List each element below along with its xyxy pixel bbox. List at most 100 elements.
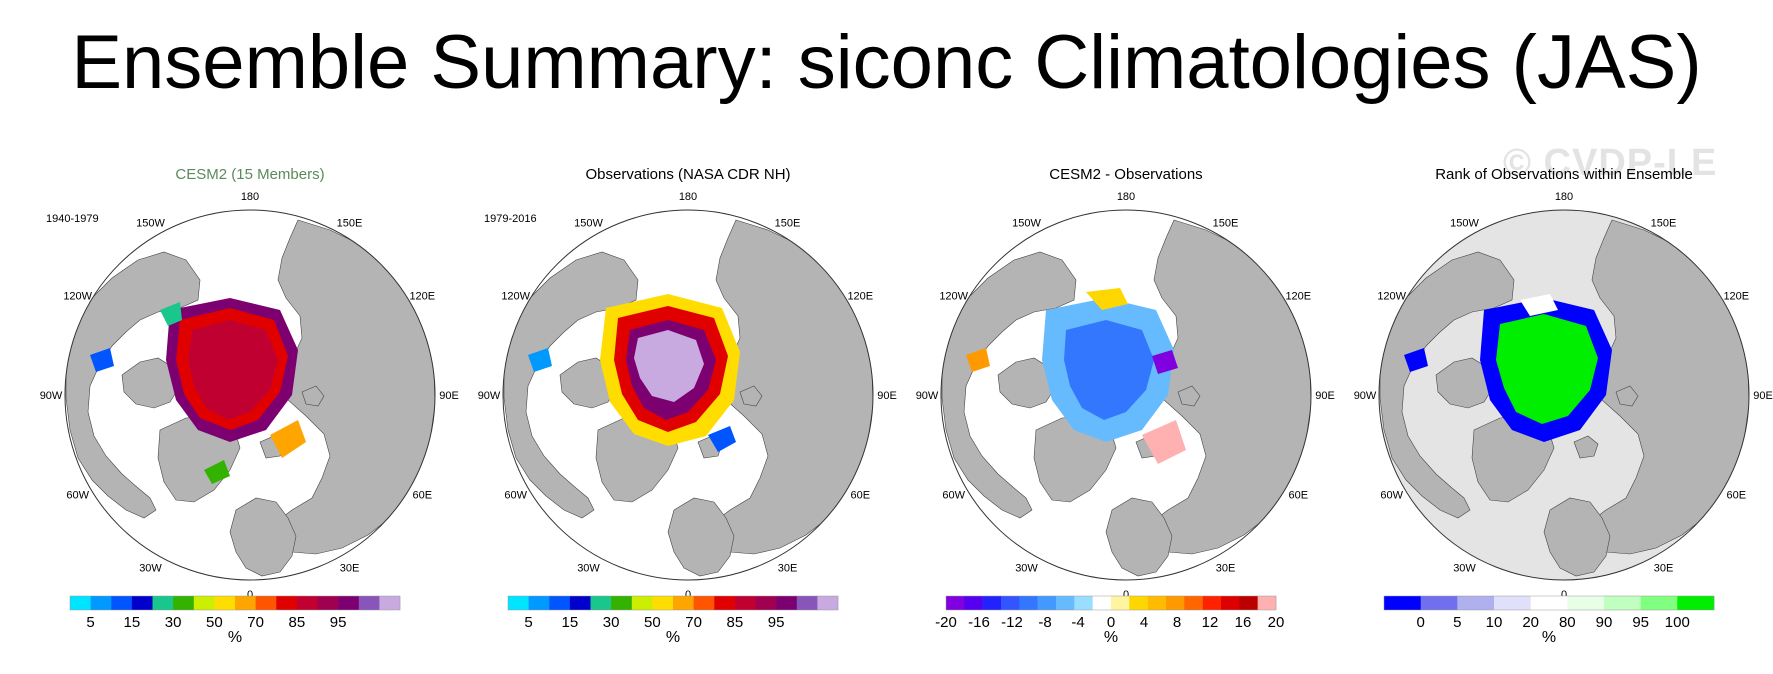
longitude-label: 90W: [40, 390, 63, 402]
sea-ice-field: [528, 294, 740, 452]
colorbar-swatch: [111, 596, 133, 610]
colorbar-tick-label: -8: [1038, 614, 1051, 631]
colorbar-swatch: [734, 596, 756, 610]
colorbar-tick-label: -20: [935, 614, 957, 631]
land-mass: [739, 385, 763, 407]
longitude-label: 60W: [504, 490, 527, 502]
longitude-label: 150E: [1213, 218, 1239, 230]
longitude-label: 150E: [337, 218, 363, 230]
colorbar-swatch: [755, 596, 777, 610]
colorbar-swatch: [964, 596, 983, 610]
colorbar-swatch: [235, 596, 256, 610]
longitude-label: 180: [241, 191, 259, 203]
colorbar-swatch: [276, 596, 298, 610]
colorbar-swatch: [1056, 596, 1075, 610]
longitude-label: 120E: [847, 291, 873, 303]
colorbar-tick-label: -16: [968, 614, 990, 631]
colorbar-tick-label: 100: [1665, 614, 1690, 631]
longitude-label: 180: [679, 191, 697, 203]
colorbar-tick-label: 8: [1173, 614, 1181, 631]
longitude-label: 30W: [1015, 562, 1038, 574]
colorbar-tick-label: 95: [768, 614, 785, 631]
land-mass: [667, 497, 735, 577]
colorbar-swatch: [817, 596, 839, 610]
colorbar-swatch: [528, 596, 550, 610]
colorbar-swatch: [1677, 596, 1715, 610]
colorbar-swatch: [590, 596, 612, 610]
colorbar-tick-label: 20: [1268, 614, 1285, 631]
colorbar-tick-label: 80: [1559, 614, 1576, 631]
colorbar-swatch: [1001, 596, 1020, 610]
longitude-label: 120E: [1285, 291, 1311, 303]
colorbar-swatch: [982, 596, 1002, 610]
colorbar-tick-label: 90: [1596, 614, 1613, 631]
colorbar-tick-label: 15: [562, 614, 579, 631]
land-mass: [65, 251, 201, 519]
longitude-label: 0: [1123, 589, 1129, 601]
panel-period: 1940-1979: [46, 213, 99, 225]
longitude-label: 120W: [501, 291, 530, 303]
map-boundary: [1378, 209, 1750, 581]
colorbar-swatch: [673, 596, 694, 610]
longitude-label: 60E: [413, 490, 433, 502]
land-mass: [1615, 385, 1639, 407]
longitude-label: 30W: [577, 562, 600, 574]
colorbar-swatch: [1457, 596, 1495, 610]
longitude-label: 30E: [778, 562, 798, 574]
longitude-label: 150W: [136, 218, 165, 230]
longitude-label: 150E: [1651, 218, 1677, 230]
colorbar: 5 15 30 50 70 85 95%: [507, 595, 839, 646]
colorbar-swatch: [1239, 596, 1258, 610]
longitude-label: 120E: [409, 291, 435, 303]
colorbar: 5 15 30 50 70 85 95%: [69, 595, 401, 646]
page-title: Ensemble Summary: siconc Climatologies (…: [71, 20, 1702, 105]
colorbar-tick-label: 0: [1107, 614, 1115, 631]
longitude-label: 150W: [1012, 218, 1041, 230]
land-mass: [1543, 497, 1611, 577]
colorbar-swatch: [131, 596, 153, 610]
colorbar-tick-label: 70: [685, 614, 702, 631]
colorbar-swatch: [152, 596, 174, 610]
longitude-label: 90W: [478, 390, 501, 402]
colorbar-swatch: [1257, 596, 1277, 610]
colorbar-tick-label: 12: [1202, 614, 1219, 631]
colorbar-swatch: [549, 596, 571, 610]
longitude-label: 120E: [1723, 291, 1749, 303]
longitude-label: 120W: [63, 291, 92, 303]
longitude-label: 120W: [1377, 291, 1406, 303]
colorbar-swatch: [173, 596, 194, 610]
longitude-label: 90E: [1315, 390, 1335, 402]
map-boundary: [64, 209, 436, 581]
longitude-label: 90E: [439, 390, 459, 402]
land-mass: [1573, 435, 1599, 459]
colorbar-swatch: [1019, 596, 1038, 610]
sea-ice-field: [1404, 294, 1612, 442]
colorbar-swatch: [508, 596, 529, 610]
land-mass: [1177, 385, 1201, 407]
colorbar-swatch: [652, 596, 674, 610]
colorbar-swatch: [946, 596, 965, 610]
colorbar-swatch: [714, 596, 736, 610]
sea-ice-field: [966, 288, 1186, 464]
colorbar-swatch: [1420, 596, 1458, 610]
longitude-label: 120W: [939, 291, 968, 303]
land-mass: [503, 251, 639, 519]
land-mass: [941, 251, 1077, 519]
colorbar-tick-label: 30: [603, 614, 620, 631]
colorbar-swatch: [214, 596, 236, 610]
colorbar-tick-label: 5: [524, 614, 532, 631]
colorbar-tick-label: 5: [1453, 614, 1461, 631]
colorbar-tick-label: 10: [1486, 614, 1503, 631]
land-mass: [1379, 251, 1515, 519]
longitude-label: 90E: [1753, 390, 1773, 402]
longitude-label: 60E: [851, 490, 871, 502]
map-boundary: [502, 209, 874, 581]
colorbar-tick-label: 85: [289, 614, 306, 631]
panel-title: Observations (NASA CDR NH): [585, 166, 791, 183]
colorbar-tick-label: 95: [1632, 614, 1649, 631]
longitude-label: 60W: [942, 490, 965, 502]
longitude-label: 60E: [1727, 490, 1747, 502]
land-mass: [301, 385, 325, 407]
colorbar-swatch: [296, 596, 318, 610]
colorbar-swatch: [1147, 596, 1167, 610]
